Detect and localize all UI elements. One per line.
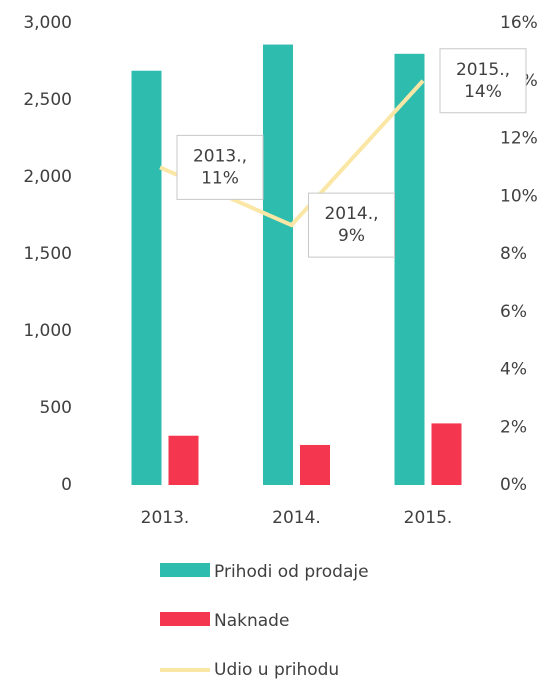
y2-tick-label: 6% bbox=[500, 302, 527, 322]
y2-tick-label: 0% bbox=[500, 475, 527, 495]
y2-tick-label: 12% bbox=[500, 129, 538, 149]
data-label-box bbox=[176, 134, 264, 200]
data-label-value: 11% bbox=[201, 168, 239, 188]
y-tick-label: 2,000 bbox=[23, 167, 72, 187]
y-tick-label: 500 bbox=[40, 398, 72, 418]
y2-tick-label: 10% bbox=[500, 186, 538, 206]
y-tick-label: 1,000 bbox=[23, 321, 72, 341]
bar bbox=[168, 435, 199, 485]
data-label: 2014., 9% bbox=[324, 204, 378, 246]
y2-tick-label: 8% bbox=[500, 244, 527, 264]
data-label: 2013., 11% bbox=[193, 146, 247, 188]
data-label-box bbox=[308, 192, 395, 258]
bar bbox=[431, 423, 462, 485]
legend-label: Naknade bbox=[214, 611, 289, 631]
bar bbox=[394, 53, 425, 486]
data-label-box bbox=[439, 48, 527, 114]
x-tick-label: 2013. bbox=[141, 508, 190, 528]
data-label-value: 14% bbox=[464, 82, 502, 102]
y2-tick-label: 2% bbox=[500, 417, 527, 437]
bar bbox=[300, 444, 330, 485]
data-label-category: 2014. bbox=[324, 204, 373, 224]
legend-swatch bbox=[160, 612, 210, 626]
y2-tick-label: 4% bbox=[500, 360, 527, 380]
x-tick-label: 2015. bbox=[404, 508, 453, 528]
data-label-value: 9% bbox=[338, 226, 365, 246]
x-tick-label: 2014. bbox=[272, 508, 321, 528]
y-tick-label: 1,500 bbox=[23, 244, 72, 264]
data-label-category: 2013. bbox=[193, 146, 242, 166]
legend-swatch bbox=[160, 563, 210, 577]
y2-tick-label: 16% bbox=[500, 13, 538, 33]
data-label: 2015., 14% bbox=[456, 60, 510, 102]
y-tick-label: 3,000 bbox=[23, 13, 72, 33]
data-label-category: 2015. bbox=[456, 60, 505, 80]
bar bbox=[131, 70, 162, 486]
y-tick-label: 2,500 bbox=[23, 90, 72, 110]
y-tick-label: 0 bbox=[61, 475, 72, 495]
legend-label: Prihodi od prodaje bbox=[214, 562, 369, 582]
legend-label: Udio u prihodu bbox=[214, 660, 339, 680]
bar bbox=[263, 44, 293, 486]
